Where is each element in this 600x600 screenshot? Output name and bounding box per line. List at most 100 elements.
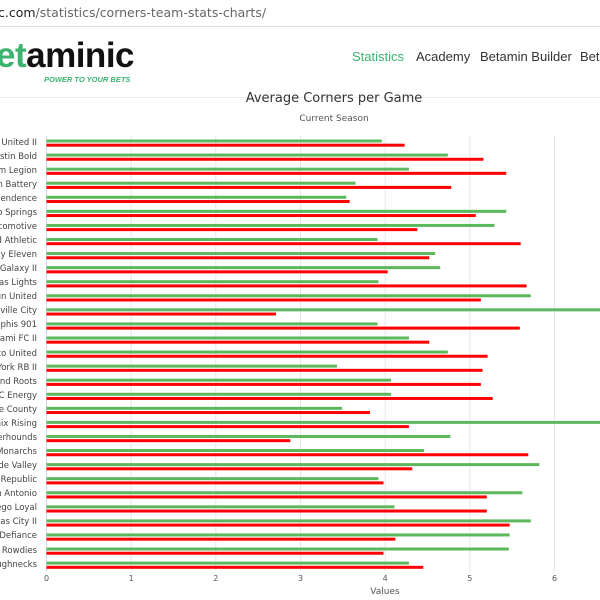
bar-green[interactable] xyxy=(46,336,409,340)
category-label: Miami FC II xyxy=(0,334,37,345)
category-label: gas Lights xyxy=(0,278,37,289)
nav-bet[interactable]: Bet xyxy=(580,49,600,64)
url-path: /statistics/corners-team-stats-charts/ xyxy=(35,5,267,20)
bar-red[interactable] xyxy=(46,284,527,288)
bar-red[interactable] xyxy=(46,157,484,161)
bar-green[interactable] xyxy=(46,139,382,143)
category-label: KC Energy xyxy=(0,390,37,401)
category-label: ocomotive xyxy=(0,221,37,232)
bar-red[interactable] xyxy=(46,256,430,260)
bar-green[interactable] xyxy=(46,280,379,284)
url-text[interactable]: c.com/statistics/corners-team-stats-char… xyxy=(0,5,266,20)
bar-red[interactable] xyxy=(46,523,510,527)
bar-green[interactable] xyxy=(46,463,540,467)
x-tick-label: 4 xyxy=(382,574,388,583)
nav-academy[interactable]: Academy xyxy=(416,49,471,64)
bar-red[interactable] xyxy=(46,565,424,569)
bar-green[interactable] xyxy=(46,519,531,523)
category-label: ependence xyxy=(0,193,37,204)
bar-green[interactable] xyxy=(46,322,378,326)
bar-red[interactable] xyxy=(46,312,276,316)
category-label: am Legion xyxy=(0,165,37,176)
x-tick-label: 0 xyxy=(43,574,50,583)
bar-red[interactable] xyxy=(46,242,521,246)
bar-green[interactable] xyxy=(46,491,523,495)
bar-green[interactable] xyxy=(46,153,448,157)
bar-red[interactable] xyxy=(46,199,350,203)
category-label: rd Athletic xyxy=(0,235,37,246)
category-label: y Rowdies xyxy=(0,545,37,556)
category-label: ughnecks xyxy=(0,559,37,570)
bar-red[interactable] xyxy=(46,368,483,372)
x-tick-label: 3 xyxy=(297,574,304,583)
bar-green[interactable] xyxy=(46,533,510,537)
bar-green[interactable] xyxy=(46,406,342,410)
category-label: n Antonio xyxy=(0,489,37,500)
category-label: Monarchs xyxy=(0,447,37,458)
bar-red[interactable] xyxy=(46,298,481,302)
bar-green[interactable] xyxy=(46,294,531,298)
bar-red[interactable] xyxy=(46,326,520,330)
x-tick-label: 1 xyxy=(128,574,134,583)
bar-green[interactable] xyxy=(46,209,507,213)
bar-red[interactable] xyxy=(46,185,452,189)
bar-green[interactable] xyxy=(46,505,395,509)
bar-green[interactable] xyxy=(46,350,448,354)
bar-red[interactable] xyxy=(46,214,476,218)
bar-red[interactable] xyxy=(46,340,430,344)
nav-betamin-builder[interactable]: Betamin Builder xyxy=(480,49,572,64)
bar-green[interactable] xyxy=(46,420,600,424)
bar-green[interactable] xyxy=(46,547,509,551)
bar-green[interactable] xyxy=(46,477,379,481)
bar-green[interactable] xyxy=(46,308,600,312)
bar-red[interactable] xyxy=(46,411,370,415)
bar-red[interactable] xyxy=(46,551,384,555)
bar-red[interactable] xyxy=(46,439,291,443)
bar-green[interactable] xyxy=(46,223,495,227)
site-header: etaminic POWER TO YOUR BETS Statistics A… xyxy=(0,27,600,98)
bar-green[interactable] xyxy=(46,252,436,256)
bar-red[interactable] xyxy=(46,453,529,457)
category-label: and Roots xyxy=(0,376,37,387)
bar-red[interactable] xyxy=(46,467,413,471)
bar-green[interactable] xyxy=(46,167,409,171)
chart-subtitle: Current Season xyxy=(299,114,369,124)
category-label: nde Valley xyxy=(0,461,37,472)
category-label: ge County xyxy=(0,404,37,415)
bar-red[interactable] xyxy=(46,143,405,147)
chart-title: Average Corners per Game xyxy=(245,91,423,106)
x-tick-label: 5 xyxy=(467,574,473,583)
bar-red[interactable] xyxy=(46,354,488,358)
bar-red[interactable] xyxy=(46,382,481,386)
bar-red[interactable] xyxy=(46,509,487,513)
address-bar[interactable]: c.com/statistics/corners-team-stats-char… xyxy=(0,0,600,27)
bar-green[interactable] xyxy=(46,237,378,241)
bar-green[interactable] xyxy=(46,449,425,453)
bar-green[interactable] xyxy=(46,561,409,565)
category-labels: a United II ustin Bold am Legion on Battery… xyxy=(0,0,40,600)
bar-red[interactable] xyxy=(46,481,384,485)
category-label: do Springs xyxy=(0,207,37,218)
bar-red[interactable] xyxy=(46,270,388,274)
bar-green[interactable] xyxy=(46,364,337,368)
bar-green[interactable] xyxy=(46,181,356,185)
bar-red[interactable] xyxy=(46,537,396,541)
logo-green-part: et xyxy=(0,36,27,75)
nav-statistics[interactable]: Statistics xyxy=(352,49,405,64)
bar-green[interactable] xyxy=(46,266,441,270)
bar-green[interactable] xyxy=(46,434,451,438)
category-label: verhounds xyxy=(0,432,37,443)
bar-green[interactable] xyxy=(46,195,347,199)
category-label: iego Loyal xyxy=(0,503,37,514)
bar-red[interactable] xyxy=(46,171,507,175)
bar-red[interactable] xyxy=(46,396,493,400)
bar-red[interactable] xyxy=(46,425,409,429)
bar-green[interactable] xyxy=(46,378,392,382)
bar-red[interactable] xyxy=(46,228,418,232)
bar-green[interactable] xyxy=(46,392,392,396)
bar-red[interactable] xyxy=(46,495,487,499)
category-label: ico United xyxy=(0,348,37,359)
logo[interactable]: etaminic xyxy=(0,36,135,75)
category-label: oun United xyxy=(0,292,37,303)
category-label: mphis 901 xyxy=(0,320,37,331)
